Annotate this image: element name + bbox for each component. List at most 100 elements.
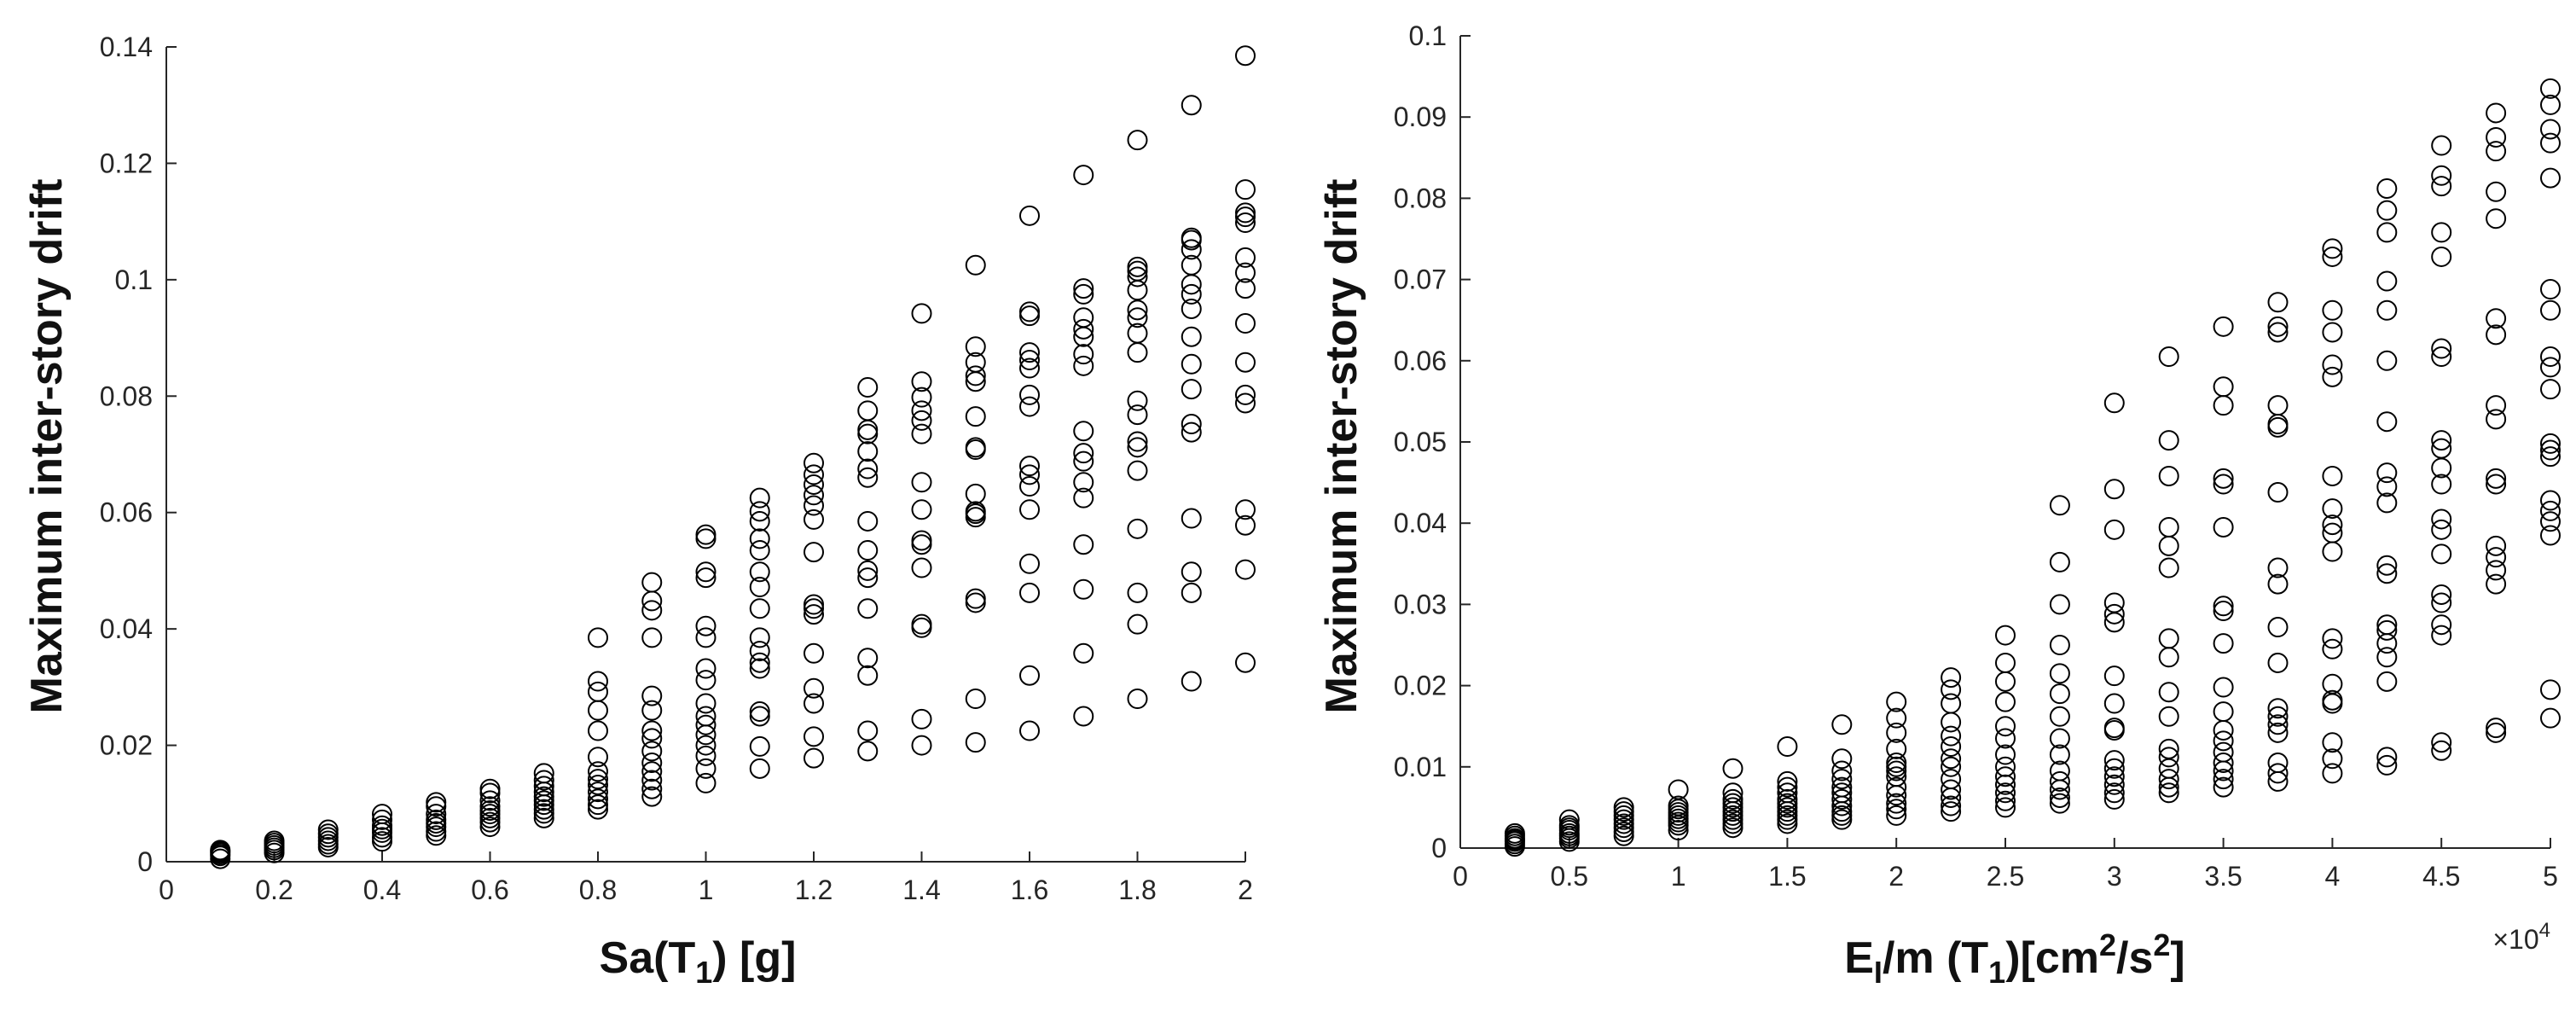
data-point (804, 747, 824, 769)
data-point (2158, 557, 2179, 578)
data-point (2486, 395, 2507, 416)
data-point (1995, 716, 2016, 737)
chart-right-energy: Maximum inter-story drift EI/m (T1)[cm2/… (1317, 20, 2561, 990)
data-point (1995, 652, 2016, 673)
data-point (857, 720, 879, 741)
data-point (2431, 519, 2452, 540)
data-point (1235, 179, 1256, 200)
data-point (641, 753, 663, 774)
data-point (857, 648, 879, 669)
data-point (426, 804, 447, 825)
data-point (1019, 476, 1040, 497)
x-tick-label: 0.8 (579, 875, 617, 905)
data-point (1995, 774, 2016, 795)
data-point (1941, 693, 1962, 714)
data-point (911, 530, 932, 551)
data-point (1127, 582, 1148, 603)
data-point (2486, 308, 2507, 329)
data-point (965, 588, 986, 609)
data-point (1831, 776, 1853, 798)
data-point (2049, 683, 2070, 705)
data-point (2376, 177, 2398, 199)
data-point (2322, 238, 2343, 259)
data-point (588, 681, 608, 702)
data-point (2213, 316, 2234, 337)
x-tick-label: 1 (699, 875, 714, 905)
y-tick-label: 0.1 (115, 264, 153, 295)
data-point (1073, 283, 1094, 305)
data-point (1831, 782, 1853, 804)
data-point (1181, 561, 1202, 583)
x-tick-label: 1 (1671, 861, 1686, 892)
data-point (2486, 181, 2507, 202)
data-point (2213, 601, 2234, 622)
data-point (2376, 619, 2398, 641)
x-tick-label: 0 (1453, 861, 1468, 892)
data-point (2103, 519, 2125, 540)
data-point (2049, 495, 2070, 516)
data-point (965, 689, 986, 709)
data-point (1073, 534, 1094, 555)
data-point (2376, 476, 2398, 497)
data-point (2322, 732, 2343, 753)
data-point (641, 770, 663, 791)
data-point (1181, 671, 1202, 692)
x-tick-label: 0.5 (1551, 861, 1588, 892)
x-tick-label: 1.4 (902, 875, 940, 905)
data-point (2103, 774, 2125, 795)
data-point (1073, 165, 1094, 186)
data-point (1127, 431, 1148, 452)
data-point (1073, 472, 1094, 493)
data-point (1127, 130, 1148, 151)
y-tick-label: 0 (1431, 833, 1447, 863)
data-point (1181, 227, 1202, 248)
data-point (1073, 443, 1094, 464)
data-point (1127, 307, 1148, 328)
y-tick-label: 0.06 (1394, 346, 1447, 376)
data-point (426, 821, 447, 842)
data-point (2540, 525, 2561, 546)
data-point (1127, 460, 1148, 481)
data-point (2486, 141, 2507, 162)
data-point (1941, 756, 1962, 777)
data-point (965, 437, 986, 458)
data-point (1886, 766, 1907, 787)
data-point (857, 560, 879, 581)
data-point (1995, 625, 2016, 646)
data-point (588, 774, 608, 795)
data-point (911, 534, 932, 555)
chart-right-points (1504, 78, 2561, 857)
data-point (2486, 547, 2507, 568)
y-tick-label: 0.09 (1394, 102, 1447, 132)
data-point (2103, 788, 2125, 810)
data-point (965, 365, 986, 386)
data-point (2540, 132, 2561, 154)
data-point (695, 772, 717, 793)
data-point (857, 567, 879, 589)
data-point (2158, 682, 2179, 703)
data-point (2267, 722, 2289, 743)
y-tick-label: 0.08 (1394, 183, 1447, 213)
data-point (2431, 246, 2452, 267)
data-point (2376, 647, 2398, 668)
data-point (588, 627, 608, 648)
data-point (911, 371, 932, 392)
x-tick-label: 1.8 (1118, 875, 1156, 905)
data-point (695, 745, 717, 766)
data-point (911, 735, 932, 756)
x-label-sup2: 2 (2153, 927, 2170, 962)
data-point (588, 788, 608, 810)
data-point (2431, 543, 2452, 565)
data-point (2486, 324, 2507, 346)
data-point (264, 830, 285, 851)
data-point (588, 747, 608, 768)
data-point (1235, 278, 1256, 299)
data-point (2158, 706, 2179, 727)
data-point (911, 499, 932, 520)
data-point (1235, 212, 1256, 234)
data-point (588, 794, 608, 816)
data-point (2158, 738, 2179, 759)
data-point (1777, 776, 1798, 798)
data-point (1019, 357, 1040, 379)
